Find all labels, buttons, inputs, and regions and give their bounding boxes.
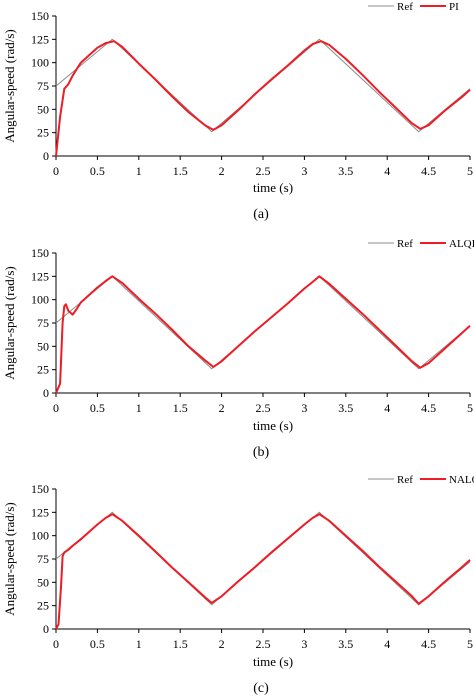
chart-panel-2: 0 25 50 75 100 125 150 0 0.5 1 1.5 2 2.5 3 3.5 4 4.5 5 tim…: [2, 474, 474, 696]
series-line-ref: [55, 511, 471, 606]
y-tick-label: 100: [31, 529, 49, 543]
x-tick-label: 1: [136, 637, 142, 651]
x-tick-label: 0: [53, 401, 59, 415]
y-tick-label: 25: [37, 363, 49, 377]
x-tick-label: 2.5: [256, 164, 271, 178]
y-tick-label: 75: [37, 552, 49, 566]
x-tick-label: 3: [301, 401, 307, 415]
x-axis-label: time (s): [253, 654, 293, 669]
x-tick-label: 4: [384, 401, 390, 415]
legend: Ref NALQI: [368, 474, 474, 486]
legend: Ref PI: [368, 1, 459, 13]
y-tick-label: 150: [31, 482, 49, 496]
y-tick-label: 50: [37, 339, 49, 353]
x-tick-label: 4: [384, 637, 390, 651]
x-tick-label: 3: [301, 164, 307, 178]
x-tick-label: 2.5: [256, 401, 271, 415]
y-tick-label: 150: [31, 9, 49, 23]
x-tick-label: 3: [301, 637, 307, 651]
x-tick-label: 4.5: [421, 401, 436, 415]
series-line-ref: [55, 38, 471, 133]
x-axis-label: time (s): [253, 180, 293, 195]
y-tick-label: 50: [37, 575, 49, 589]
x-tick-label: 0: [53, 164, 59, 178]
y-tick-label: 50: [37, 102, 49, 116]
x-tick-label: 0.5: [90, 637, 105, 651]
x-tick-label: 4.5: [421, 164, 436, 178]
legend-label-controller: PI: [449, 1, 459, 13]
x-tick-label: 3.5: [338, 401, 353, 415]
y-tick-label: 0: [43, 622, 49, 636]
panel-caption: (c): [253, 681, 269, 696]
x-tick-label: 0.5: [90, 164, 105, 178]
x-tick-label: 3.5: [338, 637, 353, 651]
x-tick-label: 1: [136, 164, 142, 178]
chart-panel-0: 0 25 50 75 100 125 150 0 0.5 1 1.5 2 2.5 3 3.5 4 4.5 5 tim…: [2, 1, 473, 222]
y-axis-label: Angular-speed (rad/s): [2, 266, 17, 379]
legend: Ref ALQI: [368, 238, 474, 250]
legend-label-ref: Ref: [397, 474, 413, 486]
x-axis-label: time (s): [253, 418, 293, 433]
y-axis-label: Angular-speed (rad/s): [2, 502, 17, 615]
y-tick-label: 25: [37, 599, 49, 613]
x-tick-label: 5: [467, 164, 473, 178]
y-tick-label: 75: [37, 316, 49, 330]
legend-label-controller: NALQI: [449, 474, 474, 486]
x-tick-label: 1: [136, 401, 142, 415]
x-tick-label: 4: [384, 164, 390, 178]
x-tick-label: 5: [467, 401, 473, 415]
x-tick-label: 2: [219, 164, 225, 178]
x-tick-label: 2: [219, 401, 225, 415]
series-line-nalqi: [55, 513, 471, 630]
series-line-alqi: [55, 275, 471, 394]
panel-caption: (b): [253, 445, 270, 460]
x-tick-label: 1.5: [173, 401, 188, 415]
y-tick-label: 75: [37, 79, 49, 93]
y-tick-label: 100: [31, 293, 49, 307]
x-tick-label: 1.5: [173, 164, 188, 178]
legend-label-ref: Ref: [397, 238, 413, 250]
legend-label-ref: Ref: [397, 1, 413, 13]
y-tick-label: 150: [31, 246, 49, 260]
x-tick-label: 0.5: [90, 401, 105, 415]
y-axis-label: Angular-speed (rad/s): [2, 29, 17, 142]
y-tick-label: 25: [37, 126, 49, 140]
x-tick-label: 0: [53, 637, 59, 651]
x-tick-label: 5: [467, 637, 473, 651]
panel-caption: (a): [253, 207, 269, 222]
y-tick-label: 125: [31, 269, 49, 283]
y-tick-label: 125: [31, 505, 49, 519]
x-tick-label: 2: [219, 637, 225, 651]
y-tick-label: 125: [31, 32, 49, 46]
y-tick-label: 0: [43, 149, 49, 163]
x-tick-label: 3.5: [338, 164, 353, 178]
series-line-pi: [55, 40, 471, 157]
y-tick-label: 0: [43, 386, 49, 400]
legend-label-controller: ALQI: [449, 238, 474, 250]
y-tick-label: 100: [31, 56, 49, 70]
x-tick-label: 1.5: [173, 637, 188, 651]
series-line-ref: [55, 275, 471, 370]
chart-panel-1: 0 25 50 75 100 125 150 0 0.5 1 1.5 2 2.5 3 3.5 4 4.5 5 tim…: [2, 238, 474, 460]
x-tick-label: 2.5: [256, 637, 271, 651]
x-tick-label: 4.5: [421, 637, 436, 651]
